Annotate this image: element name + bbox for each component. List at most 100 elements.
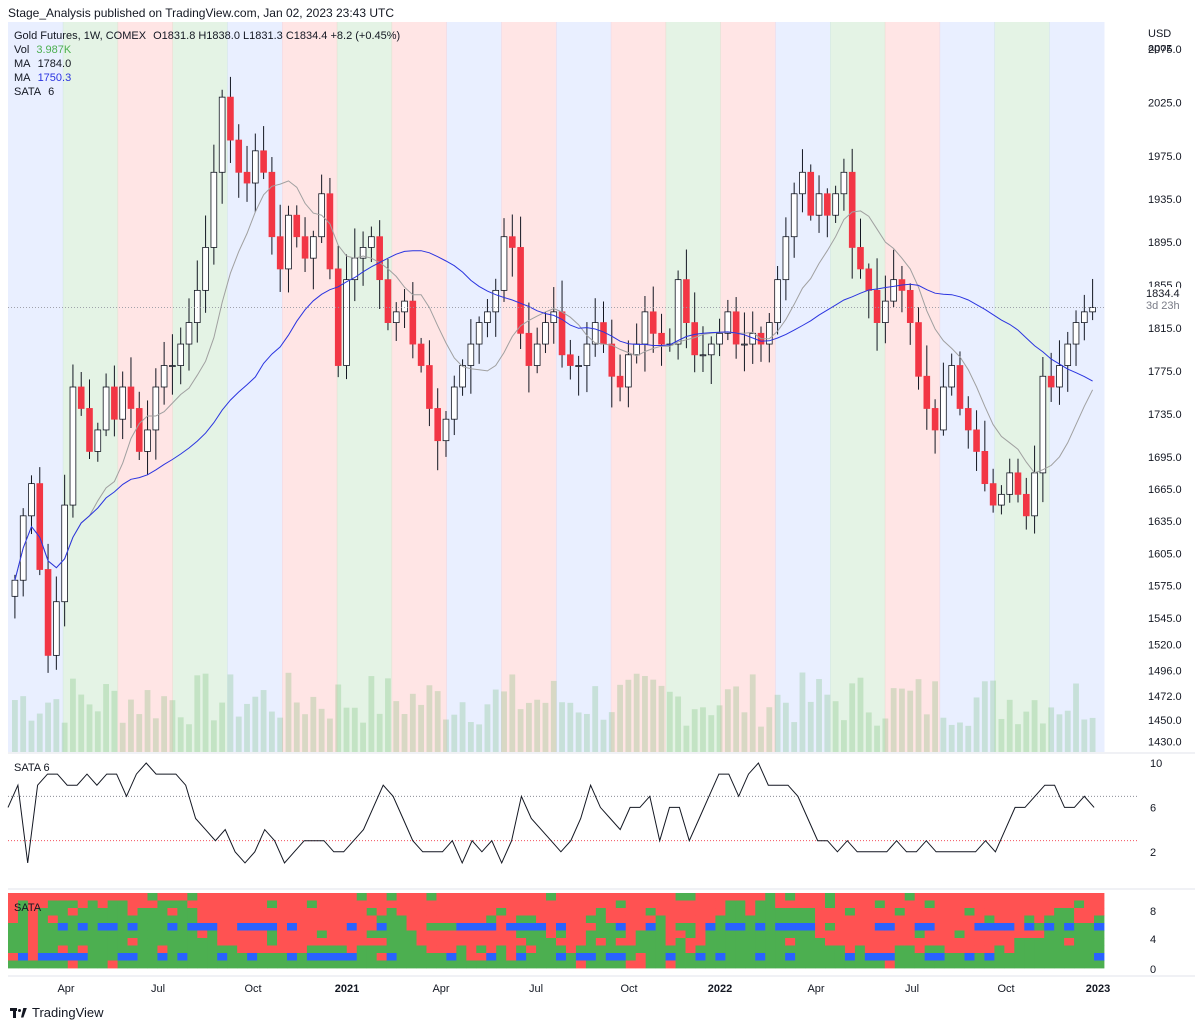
sata-cell: [665, 893, 676, 901]
volume-bar: [923, 714, 930, 752]
volume-bar: [393, 701, 400, 752]
sata-cell: [436, 945, 447, 954]
sata-cell: [416, 915, 427, 924]
sata-cell: [456, 945, 467, 954]
sata-cell: [745, 953, 756, 961]
sata-cell: [934, 893, 945, 901]
sata-cell: [536, 960, 547, 969]
sata-cell: [585, 900, 597, 909]
candle-body: [1089, 307, 1096, 313]
sata-cell: [177, 930, 188, 939]
sata-cell: [805, 923, 816, 931]
sata-cell: [1094, 893, 1105, 901]
sata-cell: [984, 938, 995, 946]
legend-sata[interactable]: SATA 6: [14, 85, 58, 99]
candle: [981, 420, 989, 492]
sata-cell: [874, 908, 886, 916]
sata-cell: [227, 930, 238, 939]
sata-cell: [456, 900, 467, 909]
volume-bar: [61, 722, 68, 752]
volume-bar: [128, 699, 134, 752]
volume-bar: [832, 701, 839, 752]
sata-cell: [406, 900, 417, 909]
candle-body: [517, 247, 524, 334]
sata-cell: [625, 945, 637, 954]
sata-cell: [117, 908, 128, 916]
candle-body: [484, 311, 491, 323]
sata-heat-tick: 0: [1150, 964, 1156, 976]
sata-cell: [904, 960, 916, 969]
legend-volume[interactable]: Vol 3.987K: [14, 43, 75, 57]
volume-bar: [899, 688, 905, 752]
sata-cell: [984, 945, 995, 954]
sata-cell: [376, 960, 388, 969]
candle: [1039, 357, 1047, 503]
candle-body: [1047, 375, 1055, 388]
sata-cell: [994, 945, 1005, 954]
sata-cell: [506, 915, 517, 924]
sata-cell: [356, 938, 368, 946]
sata-cell: [77, 923, 89, 931]
sata-cell: [17, 900, 29, 909]
volume-bar: [385, 678, 391, 752]
sata-cell: [227, 945, 238, 954]
candle: [848, 148, 856, 279]
sata-cell: [8, 930, 19, 939]
candle: [517, 216, 524, 349]
candle: [1022, 477, 1030, 530]
candle: [956, 351, 964, 416]
sata-cell: [376, 938, 388, 946]
sata-cell: [27, 938, 39, 946]
sata-cell: [745, 908, 756, 916]
candle: [1081, 294, 1088, 341]
candle-body: [882, 300, 889, 323]
sata-cell: [815, 900, 826, 909]
sata-cell: [894, 923, 906, 931]
sata-cell: [496, 960, 507, 969]
sata-cell: [346, 893, 358, 901]
sata-cell: [217, 945, 228, 954]
sata-cell: [386, 893, 397, 901]
sata-cell: [137, 930, 148, 939]
footer-brand[interactable]: TradingView: [10, 1005, 104, 1020]
sata-cell: [247, 945, 258, 954]
sata-cell: [974, 900, 985, 909]
volume-bar: [517, 709, 524, 752]
sata-cell: [844, 915, 856, 924]
sata-cell: [496, 938, 507, 946]
sata-cell: [426, 960, 437, 969]
price-tick-label: 1430.0: [1148, 736, 1182, 748]
sata-cell: [1054, 893, 1065, 901]
sata-cell: [87, 945, 99, 954]
sata-cell: [426, 900, 437, 909]
sata-cell: [1074, 908, 1085, 916]
legend-ma-fast[interactable]: MA 1784.0: [14, 57, 75, 71]
sata-cell: [117, 938, 128, 946]
sata-cell: [466, 945, 477, 954]
candle: [699, 326, 707, 373]
sata-cell: [386, 923, 397, 931]
volume-bar: [1056, 714, 1063, 752]
sata-cell: [536, 930, 547, 939]
sata-cell: [705, 930, 716, 939]
candle: [285, 205, 292, 293]
sata-cell: [97, 938, 109, 946]
sata-cell: [157, 945, 168, 954]
sata-cell: [755, 900, 766, 909]
sata-cell: [277, 900, 288, 909]
candle: [484, 298, 491, 338]
sata-cell: [376, 908, 388, 916]
sata-cell: [974, 893, 985, 901]
sata-cell: [237, 923, 248, 931]
legend-ma-slow[interactable]: MA 1750.3: [14, 71, 75, 85]
volume-bar: [210, 720, 217, 752]
sata-cell: [904, 900, 916, 909]
sata-cell: [815, 915, 826, 924]
sata-cell: [695, 923, 706, 931]
sata-cell: [217, 915, 228, 924]
candle: [135, 391, 143, 461]
sata-cell: [286, 953, 298, 961]
sata-cell: [187, 938, 198, 946]
sata-cell: [67, 908, 79, 916]
